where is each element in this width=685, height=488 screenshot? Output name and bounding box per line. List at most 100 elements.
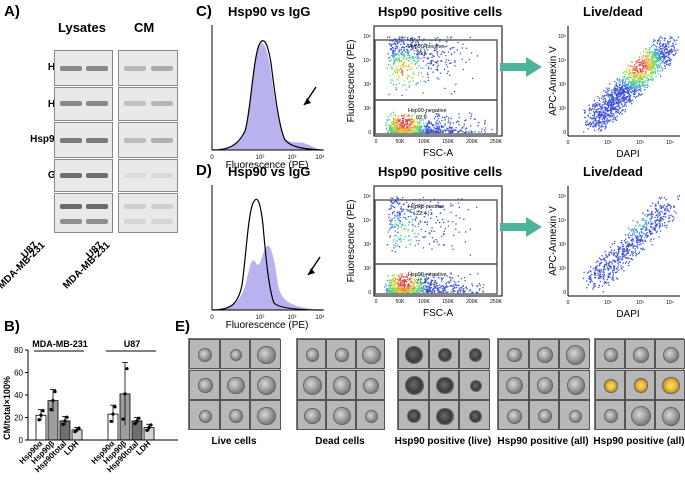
data-point [125, 367, 129, 371]
cell-image [398, 339, 429, 369]
data-point [61, 422, 65, 427]
imaging-grid-2 [296, 338, 385, 431]
cell-blob [469, 379, 482, 392]
imaging-grid-4 [497, 338, 590, 431]
scatter-ytick: 10³ [364, 82, 372, 88]
bar-ytick: 20 [14, 414, 23, 423]
cell-blob [303, 376, 322, 395]
livedead-ytick: 10⁴ [558, 58, 566, 64]
cell-blob [407, 409, 422, 424]
blot-lysate-hsp90total [54, 122, 113, 158]
blot-cm-hsp90total [118, 122, 178, 158]
cell-image [398, 400, 429, 431]
blot-cm-actin-ldh [118, 193, 178, 233]
scatter-ytick: 10² [364, 106, 372, 112]
histogram-fill [212, 43, 322, 150]
cell-image [595, 369, 625, 400]
hist-xtick: 10³ [288, 155, 297, 161]
bar-chart-yaxis: 0 20 40 60 80 [14, 346, 29, 445]
cell-image [498, 339, 529, 369]
cell-image [498, 369, 529, 400]
cell-blob [436, 407, 454, 425]
blot-lysate-actin-ldh [54, 193, 113, 233]
scatter-title-c: Hsp90 positive cells [378, 4, 503, 19]
hist-xtick: 10² [256, 155, 265, 161]
data-point [135, 419, 139, 423]
livedead-ylabel: APC-Annexin V [548, 46, 559, 116]
blot-cm-hsp90a [118, 50, 178, 86]
live-title-c: Live/dead [583, 4, 643, 19]
data-point [113, 405, 117, 409]
scatter-ytick: 10⁵ [363, 194, 371, 200]
imaging-caption-3: Hsp90 positive (live) [394, 436, 492, 447]
panel-label-e: E) [175, 318, 190, 335]
livedead-ytick: 10³ [559, 82, 567, 88]
cell-blob [304, 407, 321, 425]
livedead-ytick: 10⁵ [558, 194, 566, 200]
livedead-xtick: 10³ [636, 300, 644, 306]
histogram-c: 0 10² 10³ 10⁴ Fluorescence (PE) [210, 25, 325, 171]
gate-positive-label: Hsp90-positive [408, 204, 444, 210]
scatter-ytick: 10³ [364, 242, 372, 248]
data-point [63, 419, 67, 423]
cell-image [655, 400, 685, 431]
gate-positive-label: Hsp90-positive [408, 44, 444, 50]
cell-blob [569, 409, 583, 423]
cell-image [428, 369, 460, 400]
livedead-ytick: 10⁵ [558, 34, 566, 40]
cell-blob [633, 347, 649, 363]
scatter-ytick: 10⁴ [363, 58, 371, 64]
gate-positive-value: 22.4 [416, 211, 427, 217]
cell-blob [661, 406, 681, 426]
cell-blob [333, 407, 351, 425]
cell-blob [662, 376, 680, 395]
cell-blob [604, 409, 618, 424]
imaging-grid-5 [594, 338, 685, 431]
cell-image [326, 400, 356, 431]
cell-blob [335, 348, 349, 362]
cell-blob [631, 406, 651, 427]
livedead-ytick: 10² [559, 106, 567, 112]
livedead-ytick: 0 [563, 290, 566, 296]
bar-ytick: 40 [14, 391, 23, 400]
data-point [121, 417, 125, 421]
hist-xlabel: Fluorescence (PE) [226, 320, 309, 331]
scatter-xtick: 250K [490, 299, 502, 305]
scatter-xtick: 0 [375, 299, 378, 305]
bar-group-label: MDA-MB-231 [32, 339, 88, 349]
cell-image [625, 339, 655, 369]
cell-image [219, 339, 251, 369]
livedead-c: 0 10² 10³ 10⁴ 0 10² 10³ 10⁴ 10⁵ DAPI APC-Annexin V [548, 26, 680, 160]
scatter-xtick: 0 [375, 139, 378, 145]
cell-image [355, 400, 385, 431]
livedead-xlabel: DAPI [616, 149, 639, 160]
cell-image [428, 339, 460, 369]
gate-positive-value: 36.6 [416, 51, 427, 57]
scatter-ytick: 10² [364, 266, 372, 272]
cell-blob [604, 348, 618, 362]
gate-negative-value: 77.1 [416, 279, 427, 285]
bar-ytick: 0 [19, 436, 24, 445]
hist-xtick: 10⁴ [315, 154, 325, 161]
histogram-d: 0 10² 10³ 10⁴ Fluorescence (PE) [210, 185, 325, 331]
livedead-ytick: 10² [559, 266, 567, 272]
data-point [149, 423, 153, 427]
data-point [133, 421, 137, 426]
imaging-grid-1 [188, 338, 281, 431]
livedead-xtick: 10⁴ [666, 140, 674, 146]
cell-blob [229, 409, 243, 424]
cell-image [219, 369, 251, 400]
cell-blob [507, 347, 522, 363]
histogram-fill [212, 245, 322, 310]
data-point [137, 416, 141, 420]
cell-image [595, 339, 625, 369]
cell-blob [306, 348, 320, 362]
cell-image [297, 339, 327, 369]
data-point [109, 419, 113, 423]
panel-label-a: A) [4, 3, 20, 20]
histogram-control-line [211, 198, 323, 311]
cell-blob [361, 345, 381, 365]
scatter-xtick: 150K [442, 299, 454, 305]
blot-lysate-hsp90a [54, 50, 113, 86]
